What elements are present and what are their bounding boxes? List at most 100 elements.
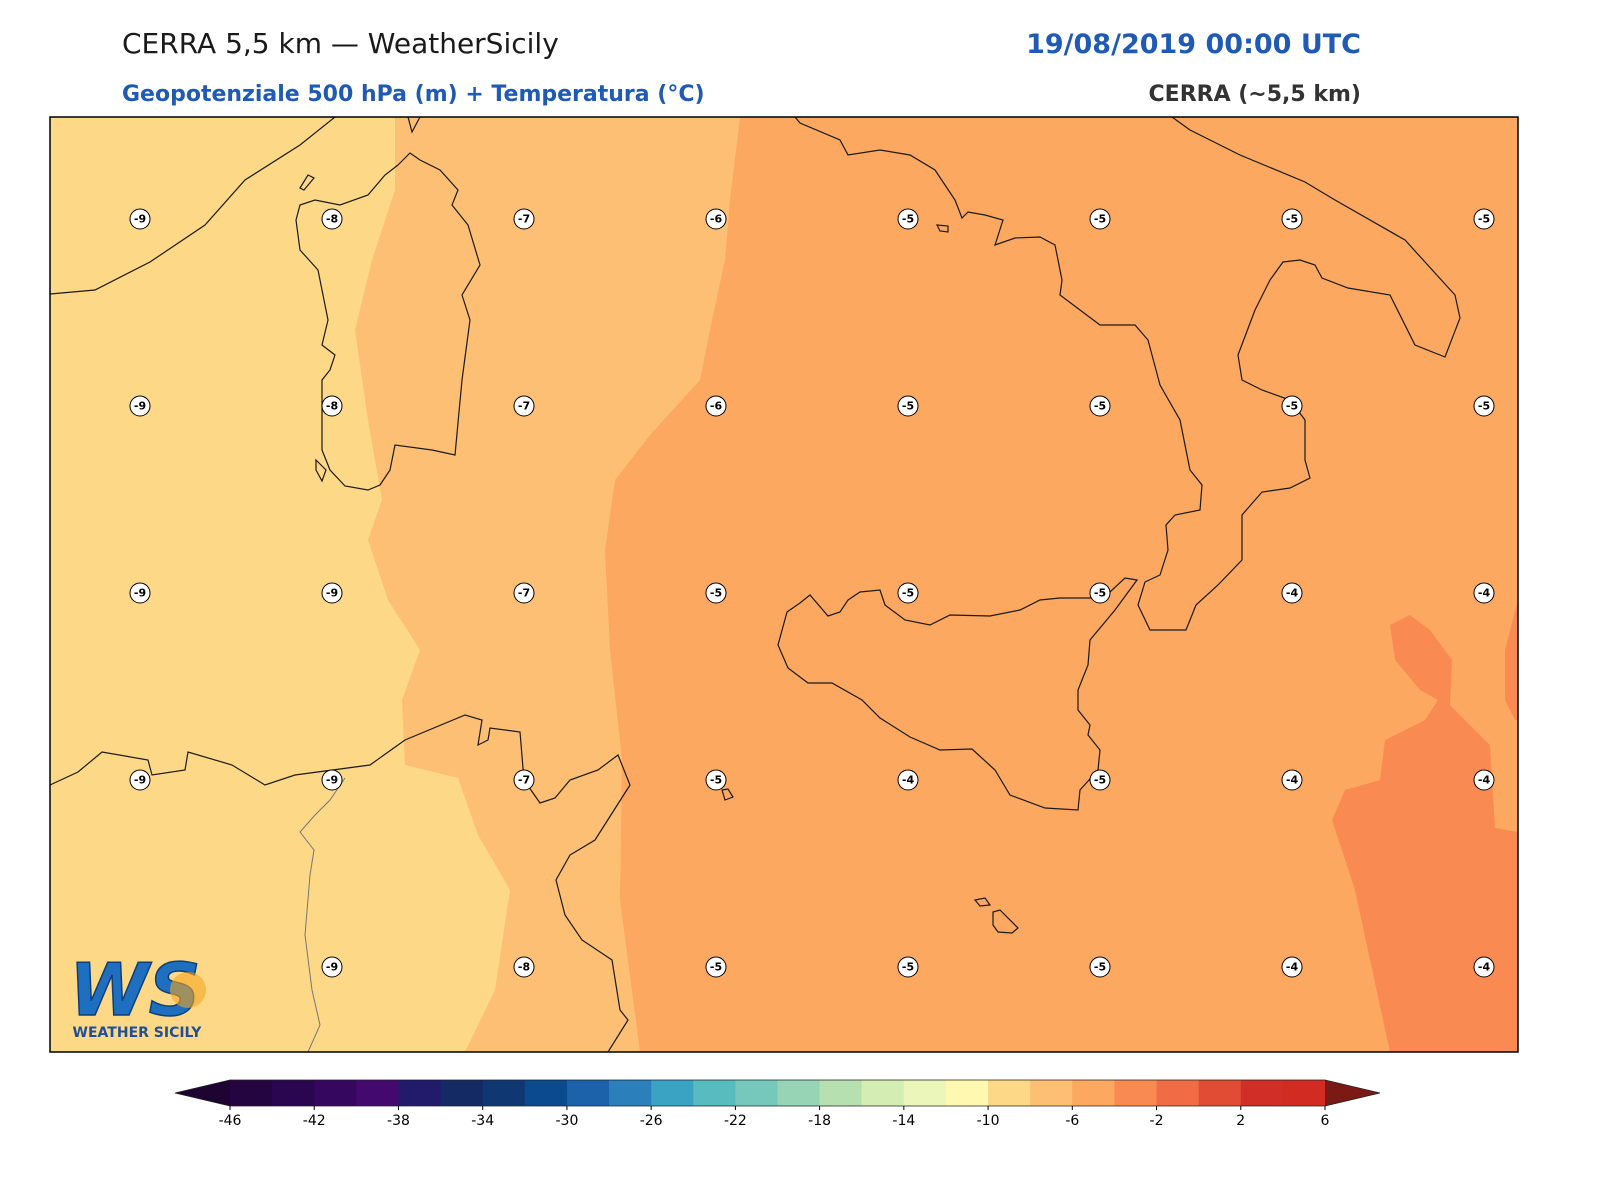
temp-label: -4 xyxy=(1473,769,1495,791)
colorbar-bin xyxy=(566,1080,610,1106)
label-circle xyxy=(1473,582,1495,604)
label-circle xyxy=(897,769,919,791)
label-circle xyxy=(129,582,151,604)
colorbar: -46 -42 -38 -34 -30 -26 -22 -18 -14 -10 -6 -2 2 6 xyxy=(174,1079,1381,1129)
label-circle xyxy=(1281,395,1303,417)
temp-label: -4 xyxy=(1281,582,1303,604)
label-circle xyxy=(1473,395,1495,417)
label-circle xyxy=(897,582,919,604)
label-circle xyxy=(321,769,343,791)
label-circle xyxy=(129,395,151,417)
label-circle xyxy=(321,582,343,604)
label-value: -5 xyxy=(902,587,914,600)
logo: WS WEATHER SICILY xyxy=(69,947,206,1041)
colorbar-tick-label: 6 xyxy=(1321,1113,1330,1129)
label-circle xyxy=(1089,769,1111,791)
colorbar-bin xyxy=(1030,1080,1073,1106)
colorbar-bin xyxy=(693,1080,736,1106)
temp-zone xyxy=(1332,600,1518,1052)
logo-text: WEATHER SICILY xyxy=(73,1025,203,1041)
colorbar-tick-label: -38 xyxy=(387,1113,410,1129)
map-frame xyxy=(49,116,1519,1053)
temp-label: -7 xyxy=(513,395,535,417)
label-value: -4 xyxy=(1286,587,1299,600)
colorbar-tick-label: -14 xyxy=(892,1113,915,1129)
label-circle xyxy=(1281,956,1303,978)
label-circle xyxy=(513,956,535,978)
label-circle xyxy=(513,582,535,604)
label-circle xyxy=(513,208,535,230)
colorbar-bin xyxy=(230,1080,273,1106)
colorbar-bin xyxy=(1114,1080,1158,1106)
label-circle xyxy=(897,208,919,230)
colorbar-bin xyxy=(651,1080,694,1106)
temp-label: -5 xyxy=(1281,208,1303,230)
temp-label: -5 xyxy=(1089,208,1111,230)
temp-label: -8 xyxy=(513,956,535,978)
label-circle xyxy=(1089,208,1111,230)
colorbar-bin xyxy=(440,1080,484,1106)
colorbar-bin xyxy=(609,1080,652,1106)
temp-label: -5 xyxy=(705,769,727,791)
label-value: -6 xyxy=(710,213,723,226)
label-circle xyxy=(321,395,343,417)
colorbar-tick-label: -22 xyxy=(724,1113,747,1129)
temp-label: -9 xyxy=(129,769,151,791)
temp-label: -8 xyxy=(321,395,343,417)
label-value: -5 xyxy=(710,587,722,600)
colorbar-bin xyxy=(272,1080,315,1106)
temp-label: -5 xyxy=(705,956,727,978)
temp-label: -5 xyxy=(897,956,919,978)
colorbar-bin xyxy=(356,1080,399,1106)
temp-label: -5 xyxy=(1089,956,1111,978)
temp-label: -5 xyxy=(1473,208,1495,230)
temp-label: -6 xyxy=(705,208,727,230)
label-value: -5 xyxy=(1094,213,1106,226)
temp-label: -6 xyxy=(705,395,727,417)
colorbar-bin xyxy=(861,1080,905,1106)
map: -9 -8 -7 -6 -5 -5 -5 -5 -9 -8 -7 -6 -5 -5 -5 -5 -9 -9 -7 -5… xyxy=(49,116,1519,1053)
colorbar-bin xyxy=(1240,1080,1284,1106)
label-value: -9 xyxy=(134,774,146,787)
label-value: -5 xyxy=(1478,400,1490,413)
label-circle xyxy=(897,956,919,978)
model-label: CERRA (~5,5 km) xyxy=(1149,82,1361,107)
temp-label: -4 xyxy=(1281,769,1303,791)
label-circle xyxy=(1089,582,1111,604)
label-value: -5 xyxy=(902,400,914,413)
label-circle xyxy=(1473,208,1495,230)
temp-label: -4 xyxy=(1281,956,1303,978)
label-value: -5 xyxy=(1478,213,1490,226)
colorbar-under xyxy=(175,1080,230,1106)
temp-label: -9 xyxy=(321,769,343,791)
temp-zone xyxy=(50,117,510,1052)
temp-label: -4 xyxy=(897,769,919,791)
label-circle xyxy=(321,208,343,230)
colorbar-bin xyxy=(1156,1080,1200,1106)
temp-label: -5 xyxy=(1089,582,1111,604)
label-circle xyxy=(129,208,151,230)
colorbar-tick-label: -18 xyxy=(808,1113,831,1129)
label-value: -8 xyxy=(518,961,530,974)
colorbar-tick-label: 2 xyxy=(1236,1113,1245,1129)
label-value: -9 xyxy=(326,961,338,974)
temp-label: -5 xyxy=(705,582,727,604)
label-circle xyxy=(705,582,727,604)
colorbar-tick-label: -10 xyxy=(977,1113,1000,1129)
colorbar-bin xyxy=(524,1080,568,1106)
temp-label: -5 xyxy=(1089,769,1111,791)
temp-label: -5 xyxy=(897,582,919,604)
colorbar-over xyxy=(1325,1080,1380,1106)
temp-label: -5 xyxy=(1281,395,1303,417)
label-value: -8 xyxy=(326,213,338,226)
temp-label: -7 xyxy=(513,208,535,230)
colorbar-tick-label: -2 xyxy=(1150,1113,1164,1129)
datetime: 19/08/2019 00:00 UTC xyxy=(1026,29,1361,60)
label-value: -9 xyxy=(326,774,338,787)
colorbar-tick-label: -34 xyxy=(471,1113,494,1129)
label-value: -7 xyxy=(518,587,530,600)
label-value: -9 xyxy=(134,400,146,413)
colorbar-bin xyxy=(819,1080,863,1106)
temp-label: -5 xyxy=(1473,395,1495,417)
